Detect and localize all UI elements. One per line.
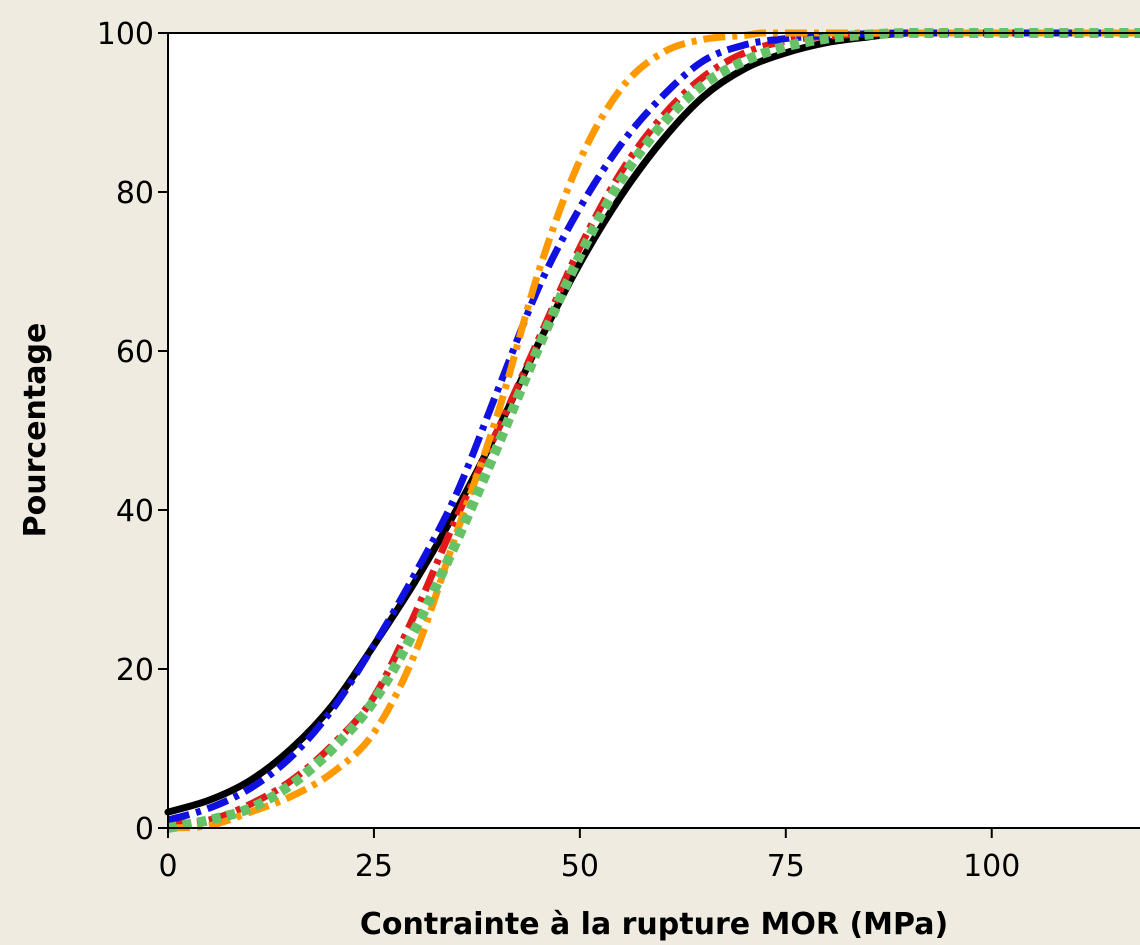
y-axis-title: Pourcentage	[18, 323, 53, 538]
y-tick-label: 0	[135, 812, 154, 847]
plot-area	[168, 33, 1140, 828]
y-tick-label: 20	[116, 653, 154, 688]
x-tick-label: 100	[963, 849, 1020, 884]
y-tick-label: 100	[97, 17, 154, 52]
y-tick-label: 40	[116, 494, 154, 529]
y-tick-label: 60	[116, 335, 154, 370]
series-line-2	[167, 29, 1140, 828]
x-tick-label: 75	[767, 849, 805, 884]
series-line-5	[167, 27, 1140, 833]
x-axis-title: Contrainte à la rupture MOR (MPa)	[360, 907, 948, 942]
y-tick-label: 80	[116, 176, 154, 211]
x-tick-label: 25	[355, 849, 393, 884]
tick-layer: 0 25 50 75 100 0 20 40 60 80 100	[97, 17, 1021, 884]
x-tick-label: 50	[561, 849, 599, 884]
x-tick-label: 0	[158, 849, 177, 884]
